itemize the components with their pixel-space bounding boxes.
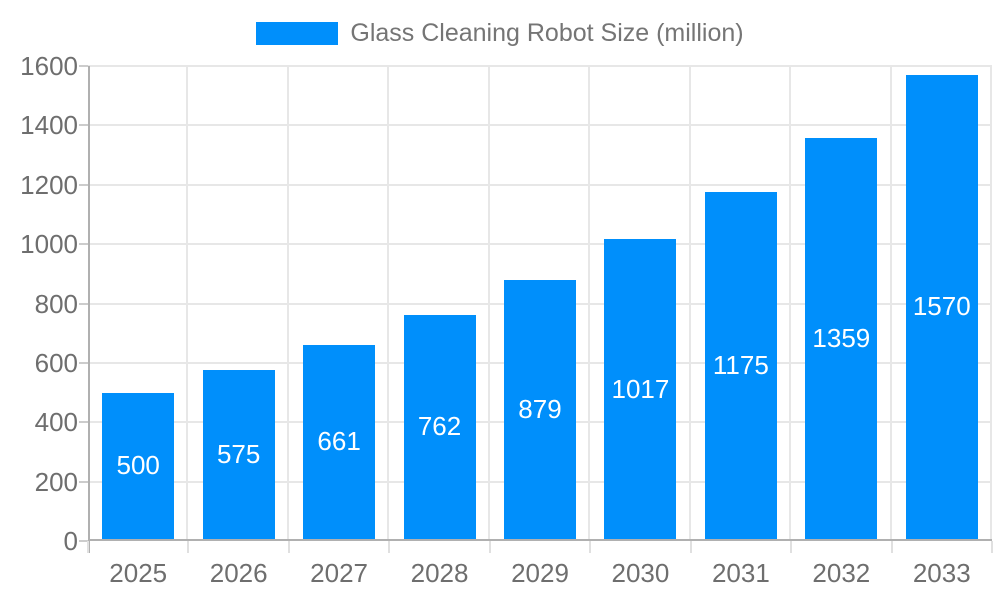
bar-value-label: 1570 bbox=[912, 291, 971, 322]
bar[interactable]: 575 bbox=[202, 370, 275, 539]
h-gridline bbox=[88, 243, 992, 246]
x-axis-tick bbox=[991, 541, 993, 553]
y-axis-line bbox=[88, 66, 90, 553]
x-axis-tick bbox=[287, 541, 290, 553]
y-axis-tick bbox=[79, 243, 88, 246]
x-axis-label: 2029 bbox=[511, 558, 569, 588]
x-axis-label: 2031 bbox=[711, 558, 770, 588]
bar[interactable]: 1570 bbox=[905, 74, 978, 539]
x-axis-label: 2033 bbox=[912, 558, 971, 588]
bar-value-label: 1359 bbox=[812, 322, 871, 353]
y-axis-label: 200 bbox=[34, 466, 78, 497]
y-axis-label: 0 bbox=[63, 526, 78, 556]
v-gridline bbox=[387, 66, 390, 541]
v-gridline bbox=[789, 66, 792, 541]
bar-value-label: 661 bbox=[317, 426, 361, 457]
bar[interactable]: 500 bbox=[102, 392, 175, 539]
h-gridline bbox=[88, 124, 992, 127]
y-axis-label: 800 bbox=[34, 288, 78, 319]
v-gridline bbox=[588, 66, 591, 541]
y-axis-label: 400 bbox=[34, 407, 78, 438]
y-axis-tick bbox=[79, 421, 88, 424]
x-axis-label: 2027 bbox=[310, 558, 369, 588]
y-axis-tick bbox=[79, 540, 88, 542]
x-axis-tick bbox=[589, 541, 592, 553]
bar[interactable]: 661 bbox=[303, 344, 376, 539]
bar[interactable]: 1017 bbox=[604, 239, 677, 539]
y-axis-tick bbox=[79, 124, 88, 127]
y-axis-tick bbox=[79, 361, 88, 364]
y-axis-label: 1600 bbox=[20, 51, 78, 81]
x-axis-tick bbox=[689, 541, 692, 553]
bar[interactable]: 1175 bbox=[704, 192, 777, 539]
y-axis-tick bbox=[79, 65, 88, 67]
x-axis-tick bbox=[87, 541, 89, 553]
bar-value-label: 762 bbox=[417, 411, 462, 442]
bar[interactable]: 1359 bbox=[805, 137, 878, 539]
x-axis-label: 2032 bbox=[812, 558, 871, 588]
y-axis-tick bbox=[79, 480, 88, 483]
x-axis-tick bbox=[890, 541, 893, 553]
v-gridline bbox=[990, 66, 992, 541]
x-axis-label: 2025 bbox=[109, 558, 168, 588]
x-axis-tick bbox=[388, 541, 391, 553]
y-axis-label: 1200 bbox=[20, 169, 78, 200]
plot-area: 500 575 661 762 879 1017 1175 1359 1570 bbox=[88, 65, 992, 553]
x-axis-line bbox=[88, 539, 992, 541]
v-gridline bbox=[186, 66, 189, 541]
bar-value-label: 500 bbox=[116, 450, 160, 481]
v-gridline bbox=[286, 66, 289, 541]
bar-value-label: 1017 bbox=[611, 373, 670, 404]
x-axis-tick bbox=[790, 541, 793, 553]
y-axis-tick bbox=[79, 302, 88, 305]
v-gridline bbox=[889, 66, 892, 541]
legend-label: Glass Cleaning Robot Size (million) bbox=[350, 19, 744, 47]
x-axis-tick bbox=[488, 541, 491, 553]
legend-swatch-icon bbox=[256, 22, 339, 45]
y-axis-label: 600 bbox=[34, 347, 78, 378]
bar[interactable]: 879 bbox=[504, 280, 576, 539]
bar-value-label: 879 bbox=[518, 394, 562, 425]
x-axis-label: 2026 bbox=[209, 558, 268, 588]
y-axis-label: 1400 bbox=[20, 110, 78, 141]
y-axis-label: 1000 bbox=[20, 229, 78, 260]
x-axis-label: 2028 bbox=[410, 558, 469, 588]
h-gridline bbox=[88, 65, 992, 67]
x-axis-tick bbox=[187, 541, 190, 553]
v-gridline bbox=[487, 66, 490, 541]
bar-value-label: 1175 bbox=[712, 350, 769, 381]
bar[interactable]: 762 bbox=[403, 314, 476, 539]
h-gridline bbox=[88, 183, 992, 186]
bar-value-label: 575 bbox=[216, 439, 261, 470]
v-gridline bbox=[688, 66, 691, 541]
x-axis-label: 2030 bbox=[611, 558, 670, 588]
legend[interactable]: Glass Cleaning Robot Size (million) bbox=[0, 19, 1000, 48]
y-axis-tick bbox=[79, 183, 88, 186]
